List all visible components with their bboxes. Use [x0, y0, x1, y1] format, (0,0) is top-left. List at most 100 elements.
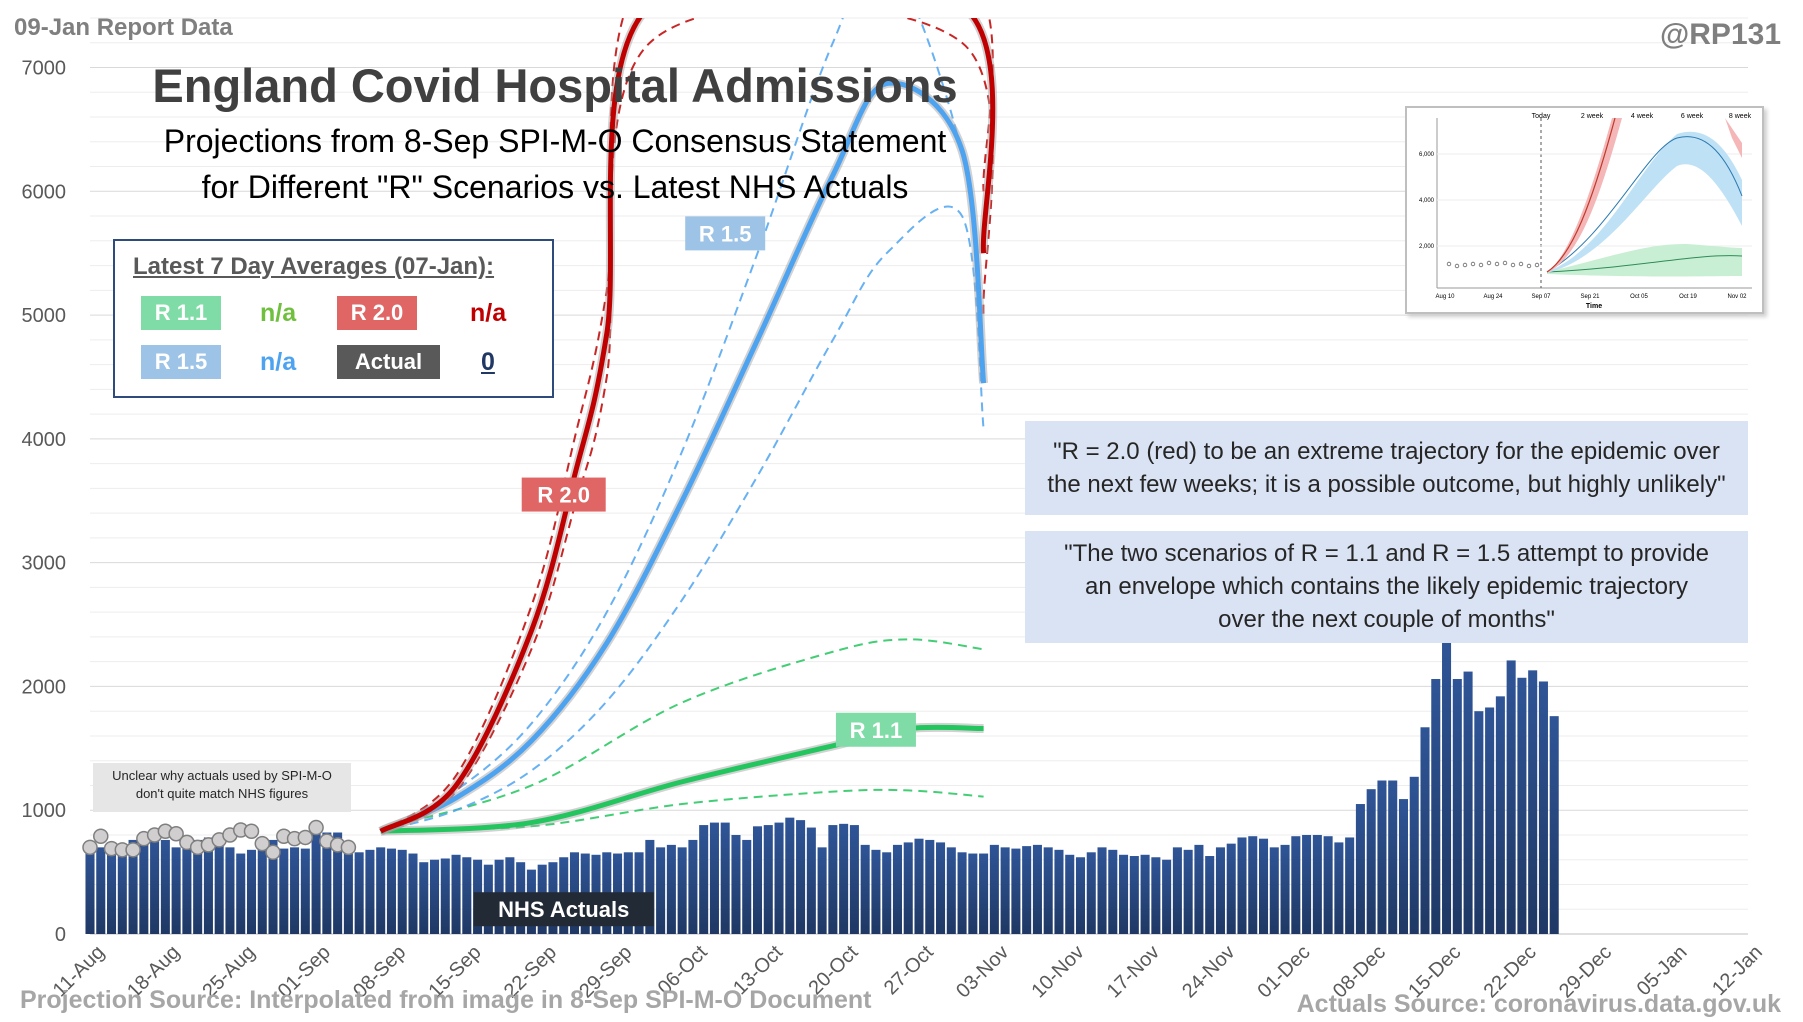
- inset-x-aug24: Aug 24: [1483, 294, 1503, 300]
- report-date: 09-Jan Report Data: [14, 14, 233, 41]
- inset-y-4000: 4,000: [1419, 198, 1435, 204]
- scenario-label: R 1.5: [685, 216, 766, 251]
- y-tick-label: 6000: [22, 181, 67, 203]
- scatter-point: [297, 829, 314, 846]
- bar: [1086, 852, 1096, 934]
- y-tick-label: 7000: [22, 58, 67, 80]
- bar: [451, 854, 461, 934]
- bar: [1323, 836, 1333, 934]
- bar: [1237, 837, 1247, 934]
- bar: [1366, 789, 1376, 934]
- bar: [1398, 799, 1409, 934]
- bar: [1474, 711, 1484, 934]
- bar: [1108, 849, 1118, 934]
- bar: [376, 847, 386, 934]
- subtitle-line-2: for Different "R" Scenarios vs. Latest N…: [201, 169, 909, 205]
- bar: [1420, 727, 1430, 934]
- series-annotations: R 2.0 R 1.5 R 1.1 NHS Actuals: [473, 216, 916, 927]
- bar: [343, 844, 353, 934]
- projection-source: Projection Source: Interpolated from ima…: [20, 986, 872, 1014]
- bar: [1549, 716, 1559, 934]
- bar: [946, 847, 956, 934]
- bar: [419, 862, 429, 934]
- quote-r20-line-2: the next few weeks; it is a possible out…: [1047, 471, 1726, 498]
- bar: [752, 826, 763, 934]
- bar: [333, 832, 343, 934]
- bar: [1248, 836, 1258, 934]
- bar: [1463, 671, 1473, 934]
- annotation-box: [685, 216, 766, 251]
- bar: [1302, 834, 1312, 934]
- bar: [957, 852, 967, 934]
- scatter-point: [254, 835, 271, 852]
- bar: [107, 853, 117, 934]
- bar: [1215, 847, 1225, 934]
- scatter-point: [265, 844, 281, 861]
- projection-lower-bound: [380, 18, 994, 833]
- inset-y-6000: 6,000: [1419, 152, 1435, 158]
- bar: [1334, 842, 1344, 934]
- x-tick-label: 03-Nov: [952, 941, 1013, 1002]
- bar: [300, 848, 310, 934]
- note-line-2: don't quite match NHS figures: [135, 786, 309, 801]
- bar: [85, 844, 95, 934]
- r11-value: n/a: [260, 299, 297, 327]
- bar: [989, 844, 999, 934]
- scatter-point: [168, 825, 184, 842]
- bar: [1140, 854, 1150, 934]
- inset-label-6week: 6 week: [1681, 113, 1704, 120]
- projection-line: [379, 18, 996, 834]
- bar: [763, 825, 773, 934]
- annotation-text: R 1.5: [699, 221, 752, 246]
- bar: [677, 847, 687, 934]
- r11-chip: R 1.1: [141, 296, 221, 330]
- scatter-series: [82, 819, 357, 861]
- bar: [871, 849, 881, 934]
- bar: [139, 837, 149, 934]
- note-line-1: Unclear why actuals used by SPI-M-O: [112, 768, 332, 783]
- scatter-point: [340, 839, 357, 856]
- scatter-point: [125, 842, 141, 858]
- annotation-box: [521, 477, 606, 512]
- annotation-box: [835, 712, 916, 747]
- annotation-text: R 1.1: [850, 718, 903, 743]
- averages-box: Latest 7 Day Averages (07-Jan): R 1.1 n/…: [113, 239, 554, 398]
- bar: [645, 839, 655, 934]
- actuals-source: Actuals Source: coronavirus.data.gov.uk: [1296, 990, 1781, 1018]
- bar: [193, 839, 203, 934]
- bar: [914, 838, 924, 934]
- bar: [1183, 849, 1193, 934]
- inset-x-oct05: Oct 05: [1630, 294, 1648, 300]
- quote-r20: "R = 2.0 (red) to be an extreme trajecto…: [1025, 421, 1748, 515]
- quote-envelope-line-1: "The two scenarios of R = 1.1 and R = 1.…: [1064, 540, 1709, 567]
- inset-label-4week: 4 week: [1631, 113, 1654, 120]
- r20-value: n/a: [470, 299, 507, 327]
- bar: [128, 839, 138, 934]
- bar: [1517, 677, 1527, 934]
- subtitle-line-1: Projections from 8-Sep SPI-M-O Consensus…: [163, 123, 947, 159]
- bar: [925, 839, 935, 934]
- inset-y-2000: 2,000: [1419, 244, 1435, 250]
- bar: [1172, 847, 1182, 934]
- bar: [1075, 857, 1086, 934]
- scenario-label: R 1.1: [835, 712, 916, 747]
- bar: [1258, 838, 1269, 934]
- bar: [150, 834, 160, 934]
- bar: [279, 848, 289, 934]
- bar-series: [85, 640, 1559, 934]
- bar: [1538, 681, 1548, 934]
- bar: [1032, 844, 1042, 934]
- bar: [462, 857, 472, 934]
- scenario-label: R 2.0: [521, 477, 606, 512]
- bar: [742, 839, 752, 934]
- inset-x-aug10: Aug 10: [1435, 294, 1455, 300]
- bar: [1151, 857, 1161, 934]
- bar: [1280, 844, 1290, 934]
- bar: [796, 820, 806, 934]
- inset-label-today: Today: [1532, 113, 1551, 120]
- bar: [1506, 660, 1516, 934]
- inset-chart: Today 2 week 4 week 6 week 8 week 6,000 …: [1407, 108, 1762, 312]
- bar: [440, 858, 450, 934]
- bar: [1194, 844, 1204, 934]
- bar: [1291, 836, 1301, 934]
